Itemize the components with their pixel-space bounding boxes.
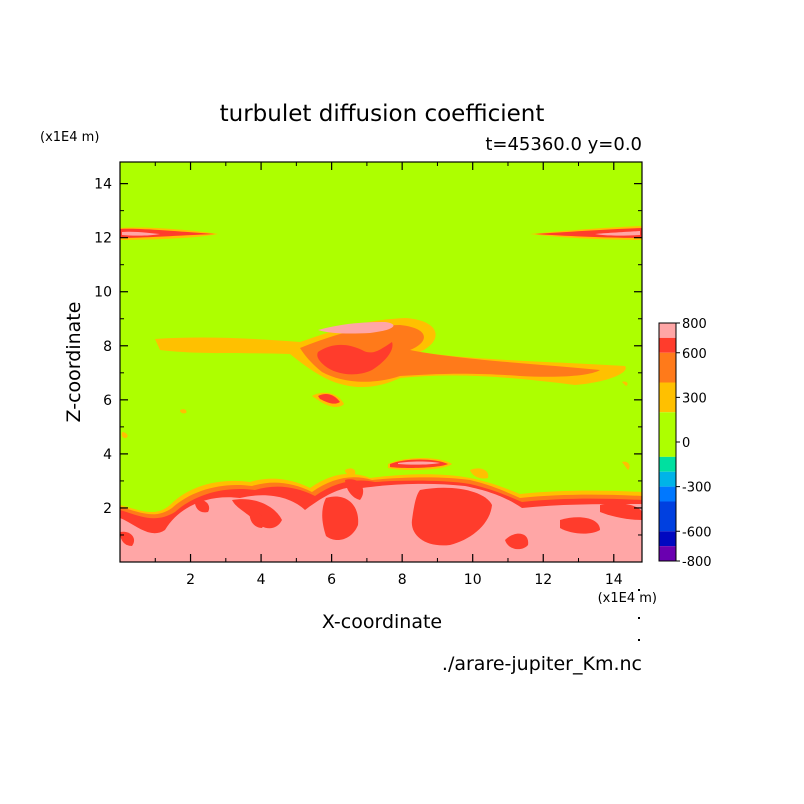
x-axis-ticks: 2 4 6 8 10 12 14 <box>154 162 623 588</box>
colorbar-segment <box>659 546 676 561</box>
y-tick-label: 8 <box>103 339 112 355</box>
y-axis-ticks: 2 4 6 8 10 12 14 <box>94 177 642 536</box>
colorbar-segment <box>659 486 676 502</box>
colorbar-segment <box>659 471 676 487</box>
chart-title: turbulet diffusion coefficient <box>220 101 545 127</box>
y-tick-label: 10 <box>94 285 112 301</box>
x-tick-label: 4 <box>257 572 266 588</box>
x-tick-label: 6 <box>327 572 336 588</box>
chart-subtitle: t=45360.0 y=0.0 <box>485 134 642 155</box>
contour-field <box>120 162 642 562</box>
y-tick-label: 2 <box>103 501 112 517</box>
colorbar-segment <box>659 382 676 413</box>
small-blob <box>388 458 452 471</box>
x-unit-label: (x1E4 m) <box>598 591 657 606</box>
colorbar-segment <box>659 501 676 532</box>
colorbar-segment <box>659 456 676 472</box>
x-tick-label: 14 <box>605 572 623 588</box>
colorbar-label: -800 <box>682 555 712 570</box>
colorbar-label: 600 <box>682 347 707 362</box>
upper-band-left <box>120 227 218 240</box>
colorbar-label: -600 <box>682 525 712 540</box>
mid-plume <box>121 318 628 438</box>
marker-dots <box>638 589 640 641</box>
x-tick-label: 10 <box>464 572 482 588</box>
colorbar-segment <box>659 352 676 383</box>
plot-frame <box>119 161 643 563</box>
y-tick-label: 12 <box>94 231 112 247</box>
upper-band-right <box>530 226 642 240</box>
colorbar-label: 800 <box>682 317 707 332</box>
x-tick-label: 12 <box>534 572 552 588</box>
colorbar-segment <box>659 412 676 457</box>
colorbar-segment <box>659 531 676 547</box>
x-axis-label: X-coordinate <box>322 611 442 633</box>
y-tick-label: 6 <box>103 393 112 409</box>
x-tick-label: 8 <box>398 572 407 588</box>
x-tick-label: 2 <box>186 572 195 588</box>
lower-layer <box>120 461 642 562</box>
colorbar-label: 300 <box>682 391 707 406</box>
colorbar-segment <box>659 337 676 353</box>
colorbar-label: 0 <box>682 436 690 451</box>
colorbar-label: -300 <box>682 481 712 496</box>
y-axis-label: Z-coordinate <box>63 302 85 423</box>
y-tick-label: 4 <box>103 447 112 463</box>
y-tick-label: 14 <box>94 177 112 193</box>
colorbar-segment <box>659 323 676 338</box>
colorbar: 800 600 300 0 -300 -600 -800 <box>658 317 712 570</box>
y-unit-label: (x1E4 m) <box>40 130 99 145</box>
source-file-label: ./arare-jupiter_Km.nc <box>442 653 642 675</box>
